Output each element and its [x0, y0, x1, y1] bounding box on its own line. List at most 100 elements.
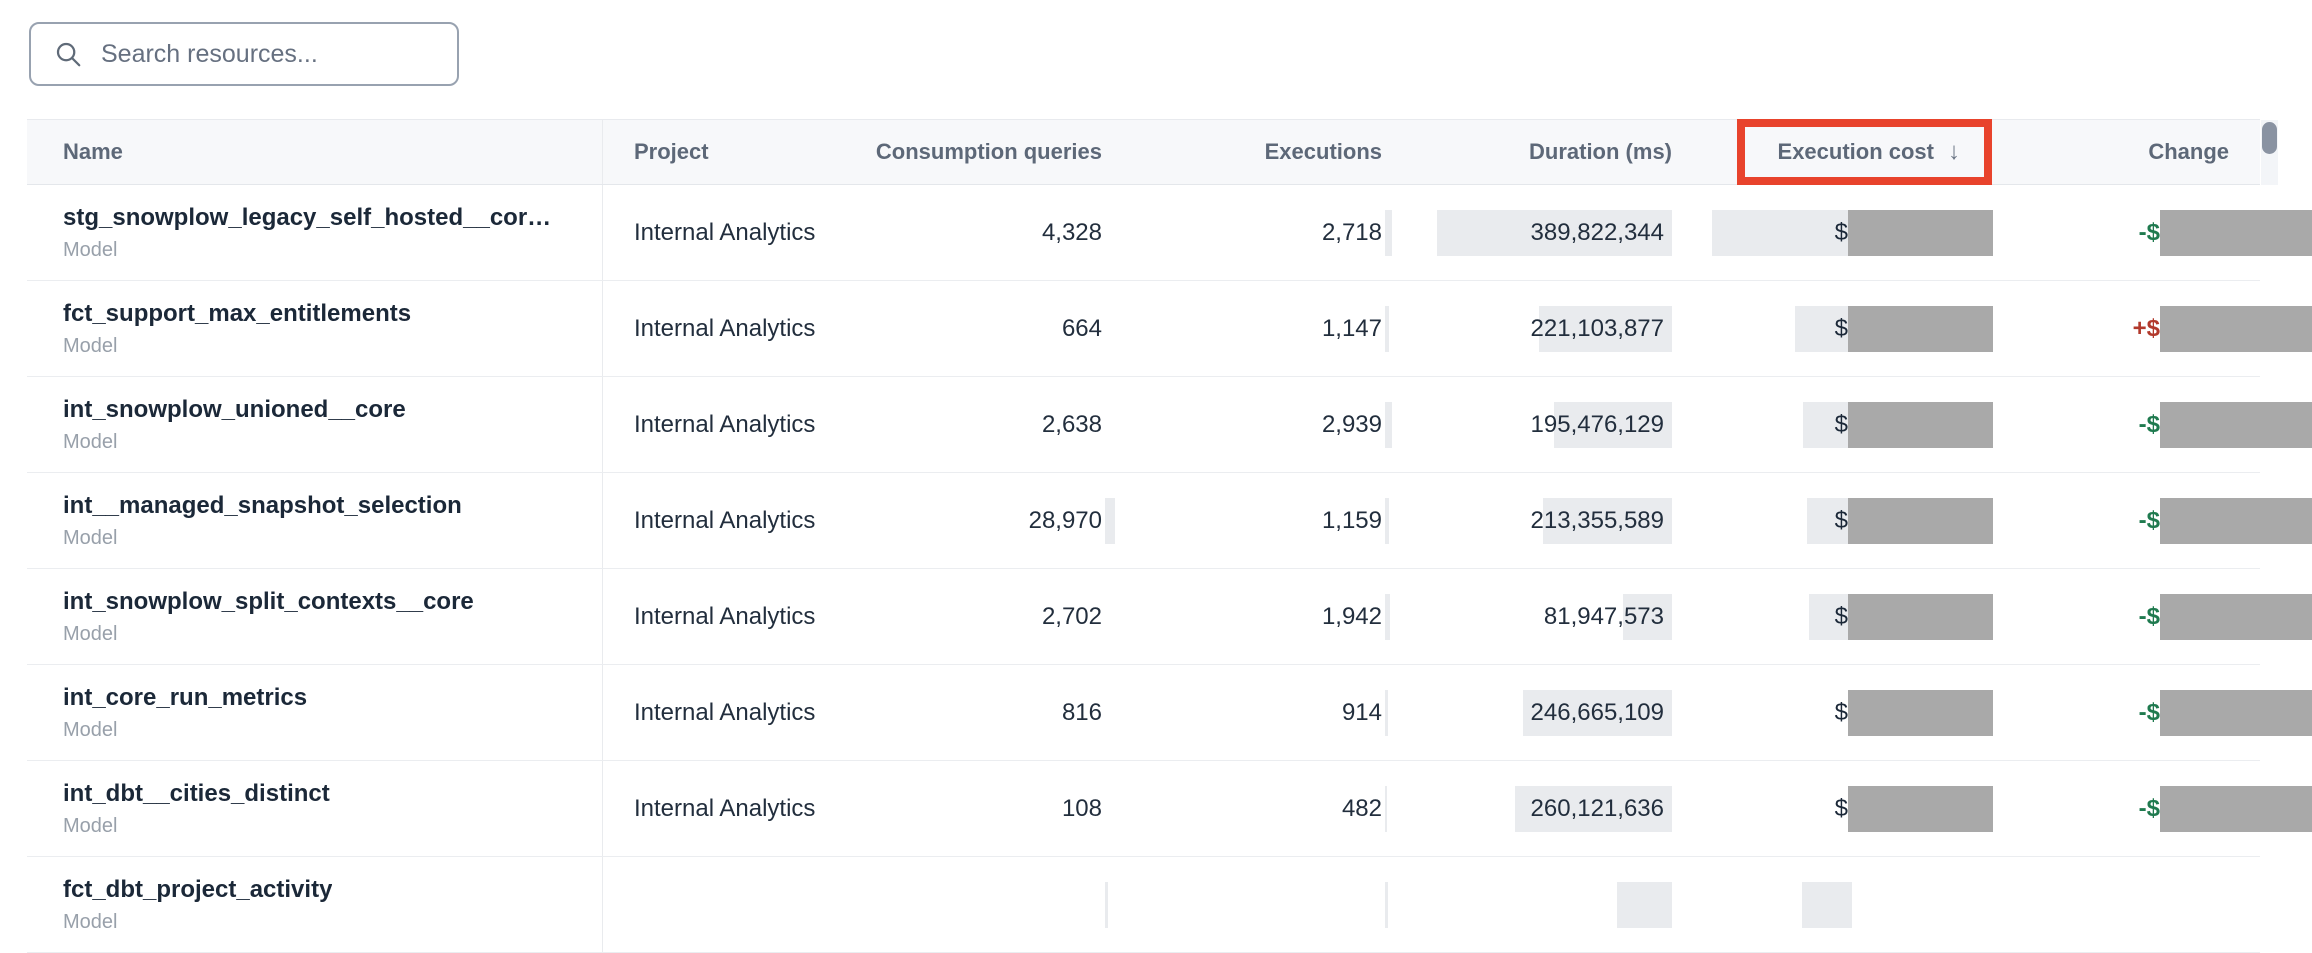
column-divider — [602, 761, 603, 857]
resource-type-label: Model — [63, 431, 118, 453]
project-cell: Internal Analytics — [634, 315, 816, 342]
table-row[interactable]: fct_support_max_entitlements Model Inter… — [27, 281, 2312, 377]
project-cell: Internal Analytics — [634, 795, 816, 822]
table-row[interactable]: stg_snowplow_legacy_self_hosted__cor… Mo… — [27, 185, 2312, 281]
column-header-duration[interactable]: Duration (ms) — [1529, 139, 1672, 164]
consumption-queries-bar — [1105, 882, 1108, 928]
execution-cost-redacted-value — [1848, 210, 1993, 256]
scrollbar-thumb[interactable] — [2262, 122, 2277, 154]
resource-type-label: Model — [63, 527, 118, 549]
consumption-queries-value: 108 — [1061, 795, 1102, 822]
executions-bar — [1385, 498, 1389, 544]
change-prefix: +$ — [2132, 315, 2160, 342]
consumption-queries-value: 28,970 — [1028, 507, 1102, 534]
table-row[interactable]: int_dbt__cities_distinct Model Internal … — [27, 761, 2312, 857]
column-header-execution-cost[interactable]: Execution cost ↓ — [1778, 120, 1960, 184]
execution-cost-currency: $ — [1834, 603, 1848, 630]
search-box[interactable] — [29, 22, 459, 86]
project-cell: Internal Analytics — [634, 507, 816, 534]
change-redacted-value — [2160, 594, 2312, 640]
duration-value: 246,665,109 — [1530, 699, 1664, 726]
executions-value: 2,718 — [1321, 219, 1382, 246]
execution-cost-bar — [1803, 402, 1852, 448]
executions-value: 1,147 — [1321, 315, 1382, 342]
column-header-change[interactable]: Change — [2148, 139, 2229, 164]
executions-value: 914 — [1341, 699, 1382, 726]
column-divider — [602, 281, 603, 377]
duration-bar — [1554, 402, 1672, 448]
name-cell: fct_support_max_entitlements Model — [63, 300, 411, 358]
column-divider — [602, 569, 603, 665]
resource-name-link[interactable]: int_dbt__cities_distinct — [63, 780, 330, 807]
table-body: stg_snowplow_legacy_self_hosted__cor… Mo… — [27, 185, 2312, 953]
column-divider — [602, 120, 603, 184]
duration-value: 81,947,573 — [1543, 603, 1664, 630]
search-input[interactable] — [99, 38, 443, 70]
change-redacted-value — [2160, 498, 2312, 544]
resource-name-link[interactable]: int__managed_snapshot_selection — [63, 492, 462, 519]
resource-name-link[interactable]: int_snowplow_split_contexts__core — [63, 588, 474, 615]
resource-name-link[interactable]: int_core_run_metrics — [63, 684, 308, 711]
duration-value: 195,476,129 — [1530, 411, 1664, 438]
resource-name-link[interactable]: fct_support_max_entitlements — [63, 300, 412, 327]
column-header-executions[interactable]: Executions — [1264, 139, 1382, 164]
resources-table: Name Project Consumption queries Executi… — [27, 119, 2312, 953]
executions-value: 2,939 — [1321, 411, 1382, 438]
execution-cost-redacted-value — [1848, 498, 1993, 544]
change-redacted-value — [2160, 306, 2312, 352]
resource-type-label: Model — [63, 815, 118, 837]
column-header-consumption-queries[interactable]: Consumption queries — [875, 139, 1102, 164]
executions-bar — [1385, 786, 1387, 832]
project-cell: Internal Analytics — [634, 411, 816, 438]
table-row[interactable]: int_snowplow_split_contexts__core Model … — [27, 569, 2312, 665]
executions-bar — [1385, 210, 1392, 256]
resource-name-link[interactable]: stg_snowplow_legacy_self_hosted__cor… — [63, 204, 552, 231]
table-row[interactable]: int_core_run_metrics Model Internal Anal… — [27, 665, 2312, 761]
column-header-name[interactable]: Name — [63, 139, 123, 164]
table-row[interactable]: int_snowplow_unioned__core Model Interna… — [27, 377, 2312, 473]
change-prefix: -$ — [2138, 507, 2160, 534]
name-cell: int_core_run_metrics Model — [63, 684, 307, 742]
duration-bar — [1523, 690, 1672, 736]
execution-cost-currency: $ — [1834, 699, 1848, 726]
project-cell: Internal Analytics — [634, 219, 816, 246]
executions-bar — [1385, 402, 1392, 448]
duration-value: 389,822,344 — [1530, 219, 1664, 246]
change-prefix: -$ — [2138, 603, 2160, 630]
resource-type-label: Model — [63, 719, 118, 741]
resource-type-label: Model — [63, 911, 118, 933]
consumption-queries-value: 4,328 — [1041, 219, 1102, 246]
executions-bar — [1385, 594, 1390, 640]
resource-name-link[interactable]: int_snowplow_unioned__core — [63, 396, 406, 423]
consumption-queries-value: 2,702 — [1041, 603, 1102, 630]
executions-value: 1,942 — [1321, 603, 1382, 630]
duration-bar — [1543, 498, 1672, 544]
executions-bar — [1385, 690, 1388, 736]
name-cell: int_dbt__cities_distinct Model — [63, 780, 330, 838]
execution-cost-bar — [1712, 210, 1852, 256]
execution-cost-bar — [1807, 498, 1852, 544]
execution-cost-header-label: Execution cost — [1777, 139, 1934, 164]
table-row[interactable]: int__managed_snapshot_selection Model In… — [27, 473, 2312, 569]
change-redacted-value — [2160, 690, 2312, 736]
change-redacted-value — [2160, 402, 2312, 448]
change-redacted-value — [2160, 786, 2312, 832]
change-prefix: -$ — [2138, 795, 2160, 822]
name-cell: stg_snowplow_legacy_self_hosted__cor… Mo… — [63, 204, 551, 262]
table-row[interactable]: fct_dbt_project_activity Model — [27, 857, 2312, 953]
execution-cost-bar — [1802, 882, 1852, 928]
name-cell: int__managed_snapshot_selection Model — [63, 492, 462, 550]
execution-cost-currency: $ — [1834, 411, 1848, 438]
column-header-project[interactable]: Project — [634, 139, 709, 164]
change-prefix: -$ — [2138, 699, 2160, 726]
execution-cost-currency: $ — [1834, 315, 1848, 342]
column-divider — [602, 473, 603, 569]
consumption-queries-bar — [1105, 498, 1115, 544]
duration-bar — [1437, 210, 1672, 256]
resource-name-link[interactable]: fct_dbt_project_activity — [63, 876, 333, 903]
project-cell: Internal Analytics — [634, 603, 816, 630]
consumption-queries-value: 816 — [1061, 699, 1102, 726]
column-divider — [602, 665, 603, 761]
duration-bar — [1539, 306, 1672, 352]
duration-bar — [1623, 594, 1672, 640]
